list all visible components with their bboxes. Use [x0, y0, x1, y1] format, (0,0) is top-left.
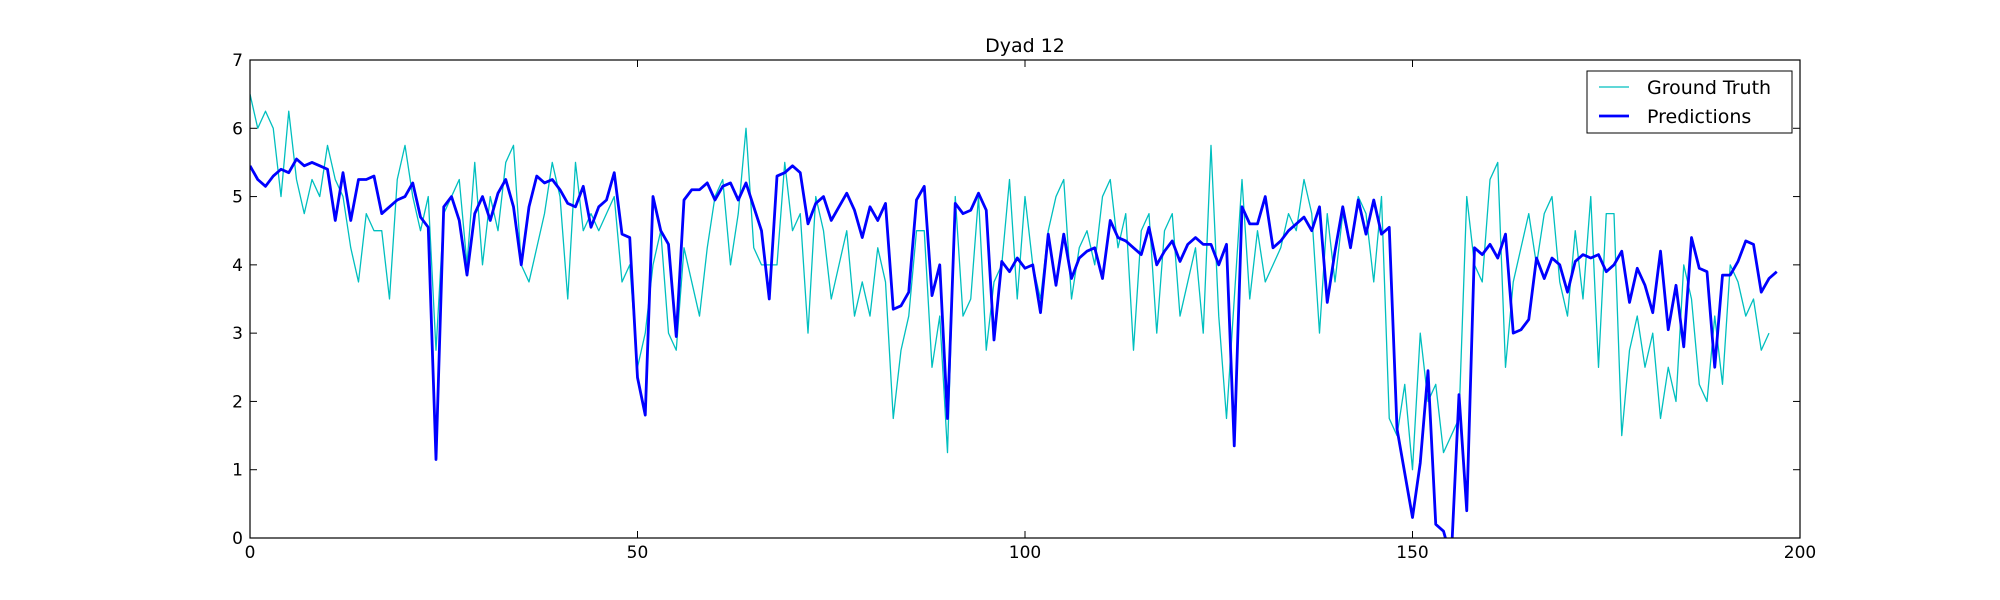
chart-title: Dyad 12 — [985, 35, 1065, 57]
series-layer — [250, 93, 1778, 538]
y-tick-label: 0 — [232, 529, 243, 549]
x-tick-label: 50 — [627, 543, 649, 563]
series-line-predictions — [250, 157, 1778, 538]
legend-label: Predictions — [1647, 106, 1751, 128]
y-tick-label: 6 — [232, 119, 243, 139]
x-tick-label: 100 — [1009, 543, 1041, 563]
legend-box — [1586, 70, 1793, 134]
x-tick-label: 150 — [1396, 543, 1428, 563]
y-tick-label: 4 — [232, 256, 243, 276]
y-tick-label: 3 — [232, 324, 243, 344]
y-tick-label: 2 — [232, 392, 243, 412]
y-tick-label: 7 — [232, 51, 243, 71]
y-tick-label: 5 — [232, 188, 243, 208]
legend: Ground Truth Predictions — [1586, 70, 1793, 134]
x-tick-label: 0 — [245, 543, 256, 563]
x-tick-label: 200 — [1784, 543, 1816, 563]
ticks-layer: 0 50 100 150 200 0 1 2 3 4 5 6 7 — [232, 51, 1816, 563]
y-tick-label: 1 — [232, 461, 243, 481]
legend-label: Ground Truth — [1647, 77, 1771, 99]
